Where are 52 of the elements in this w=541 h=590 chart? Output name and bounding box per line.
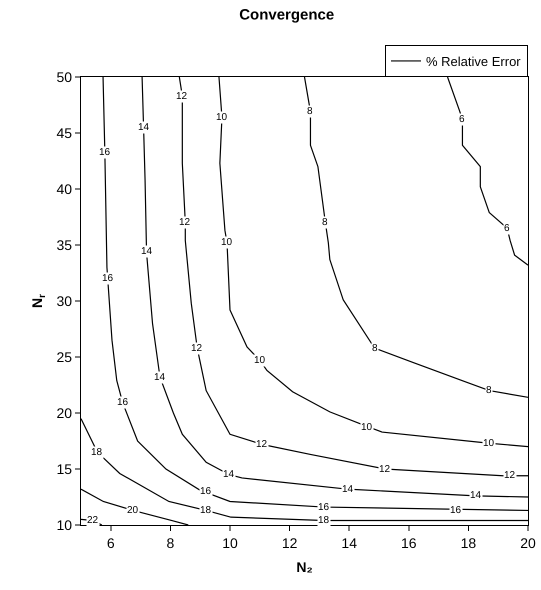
annotation: 8 xyxy=(307,106,313,117)
chart-title: Convergence xyxy=(239,6,334,24)
y-tick-label: 20 xyxy=(56,404,72,421)
legend-label: % Relative Error xyxy=(426,54,522,70)
annotation: 22 xyxy=(87,515,99,526)
y-tick-label: 25 xyxy=(56,348,72,365)
annotation: 10 xyxy=(254,355,266,366)
annotation: 14 xyxy=(342,484,354,495)
annotation: 18 xyxy=(200,505,212,516)
y-tick-label: 30 xyxy=(56,292,72,309)
x-tick-label: 20 xyxy=(520,534,536,551)
annotation: 14 xyxy=(223,469,235,480)
y-tick-label: 35 xyxy=(56,236,72,253)
x-tick-label: 18 xyxy=(460,534,476,551)
annotation: 12 xyxy=(379,464,391,475)
annotation: 16 xyxy=(450,505,462,516)
annotation: 18 xyxy=(318,515,330,526)
annotation: 16 xyxy=(99,147,111,158)
x-tick-label: 8 xyxy=(166,534,174,551)
annotation: 14 xyxy=(154,372,166,383)
y-tick-label: 40 xyxy=(56,180,72,197)
annotation: 10 xyxy=(483,438,495,449)
annotation: 12 xyxy=(179,217,191,228)
annotation: 12 xyxy=(504,470,516,481)
annotation: 16 xyxy=(318,502,330,513)
annotation: 14 xyxy=(141,246,153,257)
y-tick-label: 50 xyxy=(56,68,72,85)
y-tick-label: 15 xyxy=(56,460,72,477)
annotation: 12 xyxy=(176,91,188,102)
y-tick-label: 10 xyxy=(56,516,72,533)
annotation: 20 xyxy=(127,505,139,516)
annotation: 12 xyxy=(256,439,268,450)
annotation: 10 xyxy=(216,112,228,123)
annotation: 10 xyxy=(221,237,233,248)
annotation: 8 xyxy=(372,343,378,354)
annotation: 14 xyxy=(138,122,150,133)
x-tick-label: 14 xyxy=(341,534,358,551)
annotation: 10 xyxy=(361,422,373,433)
annotation: 8 xyxy=(486,385,492,396)
annotation: 14 xyxy=(470,490,482,501)
annotation: 8 xyxy=(322,217,328,228)
x-tick-label: 12 xyxy=(282,534,298,551)
x-tick-label: 6 xyxy=(106,534,115,551)
annotation: 16 xyxy=(200,486,212,497)
annotation: 12 xyxy=(191,343,203,354)
x-tick-label: 16 xyxy=(401,534,417,551)
x-tick-label: 10 xyxy=(222,534,238,551)
annotation: 18 xyxy=(91,447,103,458)
annotation: 16 xyxy=(102,273,114,284)
y-tick-label: 45 xyxy=(56,124,72,141)
annotation: 16 xyxy=(117,397,129,408)
x-axis-title: N₂ xyxy=(296,559,313,576)
